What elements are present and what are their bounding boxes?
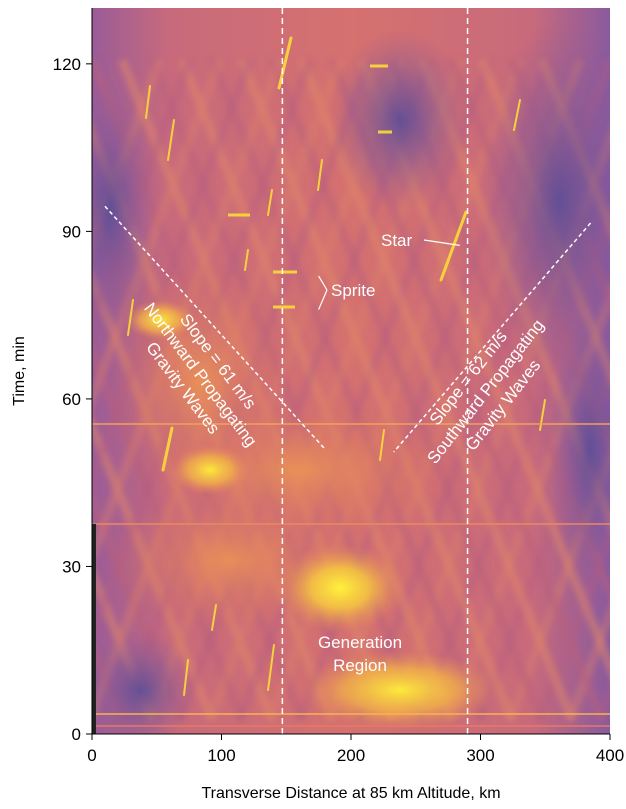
horizontal-artifacts — [92, 423, 610, 734]
star-label: Star — [381, 231, 413, 250]
intensity-blob — [480, 20, 610, 380]
wave-stripe — [535, 522, 610, 722]
wave-stripe — [92, 58, 225, 411]
wave-stripe — [267, 58, 547, 722]
intensity-blob — [92, 80, 155, 340]
star-streak — [513, 99, 521, 131]
x-tick-label: 400 — [596, 746, 624, 765]
wave-stripe — [92, 488, 187, 722]
star-streak — [167, 119, 175, 161]
intensity-blob — [330, 30, 470, 210]
wave-stripe — [415, 205, 610, 722]
intensity-blob — [170, 445, 250, 495]
y-ticks: 0 30 60 90 120 — [53, 55, 92, 744]
region-label: Region — [333, 656, 387, 675]
wave-front-line — [393, 222, 592, 453]
star-streak — [127, 299, 134, 336]
star-streak — [161, 426, 174, 472]
x-tick-label: 0 — [87, 746, 96, 765]
x-tick-label: 100 — [207, 746, 235, 765]
sprite-pointer — [318, 289, 328, 310]
plot-area — [92, 8, 610, 734]
intensity-blob — [300, 650, 500, 730]
sprite-label: Sprite — [331, 281, 375, 300]
wave-stripe — [177, 58, 457, 722]
star-streak — [267, 644, 275, 691]
wave-front-line — [104, 205, 326, 450]
star-streak — [211, 604, 217, 631]
star-streak — [439, 210, 468, 282]
star-streak — [183, 659, 189, 696]
intensity-blob — [550, 310, 610, 590]
y-tick-label: 60 — [62, 390, 81, 409]
sprite-pointer — [318, 275, 328, 291]
star-streaks — [127, 36, 546, 696]
star-streak — [267, 189, 273, 216]
y-tick-label: 0 — [72, 725, 81, 744]
intensity-blob — [92, 630, 195, 734]
y-tick-label: 30 — [62, 557, 81, 576]
intensity-blob — [125, 300, 195, 340]
star-streak — [145, 85, 151, 119]
star-streak — [379, 429, 385, 461]
wave-stripe — [92, 561, 157, 722]
y-axis-title: Time, min — [11, 336, 28, 406]
star-streak — [277, 36, 293, 90]
x-tick-label: 300 — [466, 746, 494, 765]
x-ticks: 0 100 200 300 400 — [87, 734, 624, 765]
generation-label: Generation — [318, 633, 402, 652]
wave-stripe — [505, 443, 610, 722]
x-axis-title: Transverse Distance at 85 km Altitude, k… — [201, 785, 500, 802]
intensity-blob — [275, 543, 405, 633]
y-tick-label: 90 — [62, 222, 81, 241]
star-streak — [317, 159, 323, 191]
left-edge-band — [92, 524, 96, 734]
reference-lines — [281, 8, 469, 734]
wave-stripe — [207, 58, 487, 722]
y-tick-label: 120 — [53, 55, 81, 74]
star-pointer — [423, 239, 460, 246]
axes: 0 100 200 300 400 0 30 60 90 120 — [53, 8, 624, 765]
star-streak — [244, 249, 249, 271]
x-tick-label: 200 — [337, 746, 365, 765]
wave-fronts — [104, 205, 592, 453]
annotation-pointers — [318, 239, 460, 310]
